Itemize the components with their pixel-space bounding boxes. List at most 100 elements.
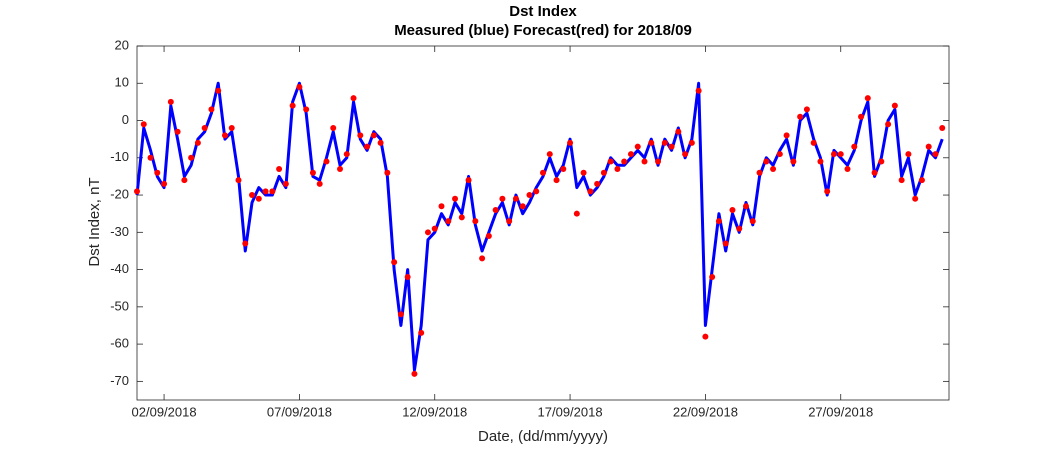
forecast-dot bbox=[181, 177, 188, 184]
forecast-dot bbox=[194, 139, 201, 146]
forecast-dot bbox=[296, 83, 303, 90]
forecast-dot bbox=[134, 188, 140, 195]
forecast-dot bbox=[235, 177, 242, 184]
forecast-dot bbox=[479, 255, 486, 262]
forecast-dot bbox=[783, 132, 790, 139]
forecast-dot bbox=[817, 158, 824, 165]
x-axis-label: Date, (dd/mm/yyyy) bbox=[478, 428, 608, 445]
forecast-dot bbox=[668, 143, 675, 150]
forecast-dot bbox=[357, 132, 364, 139]
y-tick-label: -50 bbox=[110, 298, 129, 313]
y-axis-label: Dst Index, nT bbox=[86, 177, 103, 266]
forecast-dot bbox=[830, 151, 837, 158]
forecast-dot bbox=[512, 195, 519, 202]
forecast-dot bbox=[255, 195, 262, 202]
forecast-dot bbox=[323, 158, 330, 165]
x-tick-label: 12/09/2018 bbox=[402, 404, 467, 419]
forecast-dot bbox=[939, 124, 946, 131]
forecast-dot bbox=[492, 206, 499, 213]
forecast-dot bbox=[364, 143, 371, 150]
forecast-dot bbox=[201, 124, 208, 131]
forecast-dot bbox=[600, 169, 607, 176]
forecast-dot bbox=[276, 165, 283, 172]
forecast-dot bbox=[702, 333, 709, 340]
forecast-dot bbox=[905, 151, 912, 158]
forecast-dot bbox=[715, 218, 722, 225]
forecast-dot bbox=[161, 180, 168, 187]
forecast-dot bbox=[506, 218, 513, 225]
y-tick-label: 0 bbox=[122, 112, 129, 127]
forecast-dot bbox=[465, 177, 472, 184]
forecast-dot bbox=[424, 229, 431, 236]
chart-title: Dst Index bbox=[509, 3, 577, 20]
forecast-dot bbox=[188, 154, 195, 161]
forecast-dot bbox=[634, 143, 641, 150]
forecast-dot bbox=[573, 210, 580, 217]
forecast-dot bbox=[770, 165, 777, 172]
forecast-dot bbox=[485, 233, 492, 240]
forecast-dot bbox=[851, 143, 858, 150]
y-tick-label: -40 bbox=[110, 261, 129, 276]
x-tick-label: 17/09/2018 bbox=[538, 404, 603, 419]
forecast-dot bbox=[221, 132, 228, 139]
forecast-dot bbox=[648, 139, 655, 146]
forecast-dot bbox=[431, 225, 438, 232]
forecast-dot bbox=[249, 192, 256, 199]
forecast-dot bbox=[519, 203, 526, 210]
forecast-dot bbox=[844, 165, 851, 172]
forecast-dot bbox=[607, 158, 614, 165]
y-tick-label: -30 bbox=[110, 224, 129, 239]
forecast-dot bbox=[837, 151, 844, 158]
forecast-dot bbox=[925, 143, 932, 150]
forecast-dot bbox=[316, 180, 323, 187]
forecast-dot bbox=[776, 151, 783, 158]
measured-line bbox=[135, 81, 944, 372]
forecast-dot bbox=[743, 203, 749, 210]
forecast-dot bbox=[864, 95, 871, 102]
forecast-dot bbox=[397, 311, 404, 318]
forecast-dot bbox=[587, 188, 594, 195]
x-tick-label: 27/09/2018 bbox=[808, 404, 873, 419]
forecast-dot bbox=[242, 240, 249, 247]
forecast-dot bbox=[871, 169, 878, 176]
forecast-dot bbox=[898, 177, 905, 184]
forecast-dot bbox=[553, 177, 560, 184]
forecast-dot bbox=[377, 139, 384, 146]
forecast-dot bbox=[763, 158, 770, 165]
forecast-dot bbox=[885, 121, 892, 128]
forecast-dot bbox=[810, 139, 817, 146]
y-tick-label: 20 bbox=[115, 37, 129, 52]
x-tick-label: 07/09/2018 bbox=[267, 404, 332, 419]
forecast-dot bbox=[932, 151, 939, 158]
forecast-dot bbox=[289, 102, 296, 109]
x-tick-label: 22/09/2018 bbox=[673, 404, 738, 419]
forecast-dot bbox=[797, 113, 804, 120]
forecast-dot bbox=[384, 169, 391, 176]
forecast-dot bbox=[878, 158, 885, 165]
forecast-dot bbox=[540, 169, 546, 176]
forecast-dot bbox=[309, 169, 316, 176]
forecast-dot bbox=[621, 158, 628, 165]
forecast-dot bbox=[404, 274, 411, 281]
forecast-dot bbox=[756, 169, 763, 176]
x-tick-label: 02/09/2018 bbox=[132, 404, 197, 419]
forecast-dot bbox=[370, 132, 377, 139]
forecast-dot bbox=[330, 124, 337, 131]
forecast-dot bbox=[303, 106, 310, 113]
forecast-dot bbox=[749, 218, 756, 225]
y-tick-label: -60 bbox=[110, 336, 129, 351]
forecast-dot bbox=[350, 95, 357, 102]
forecast-dot bbox=[627, 151, 634, 158]
forecast-dot bbox=[208, 106, 215, 113]
forecast-dot bbox=[411, 370, 418, 377]
forecast-dot bbox=[682, 151, 689, 158]
forecast-dot bbox=[343, 151, 350, 158]
y-tick-label: 10 bbox=[115, 75, 129, 90]
forecast-dot bbox=[418, 329, 425, 336]
forecast-dot bbox=[472, 218, 479, 225]
forecast-dot bbox=[445, 218, 452, 225]
forecast-dot bbox=[695, 87, 702, 94]
forecast-dot bbox=[452, 195, 459, 202]
